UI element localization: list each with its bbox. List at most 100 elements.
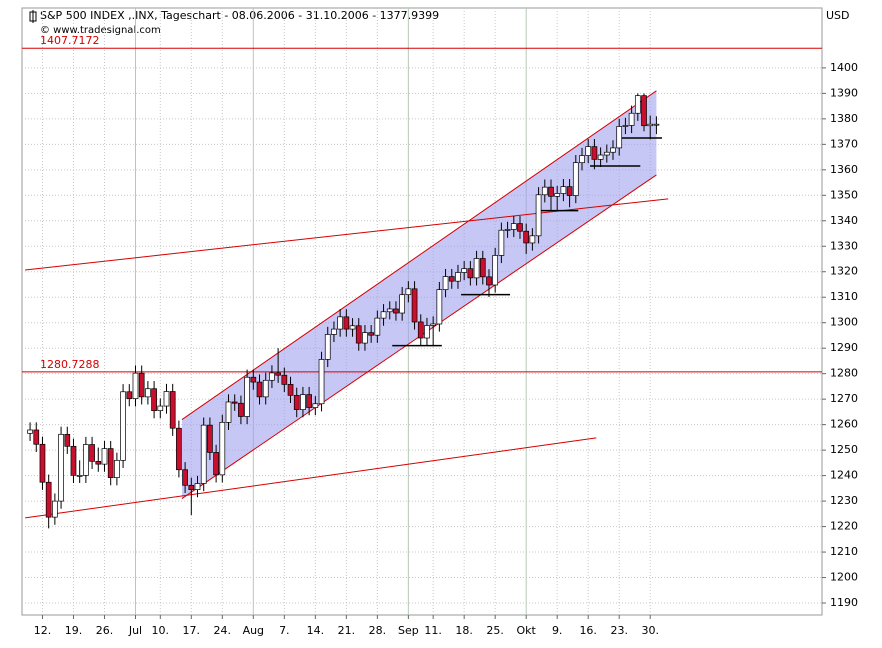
candle-body xyxy=(331,328,337,335)
x-tick-label: 16. xyxy=(579,624,597,637)
x-tick-label: 12. xyxy=(34,624,52,637)
candle-body xyxy=(436,289,443,325)
candle-body xyxy=(213,452,219,476)
candle-body xyxy=(169,391,176,429)
candle-body xyxy=(579,155,585,164)
x-tick-label: 17. xyxy=(183,624,201,637)
candle-body xyxy=(455,272,461,282)
candle-body xyxy=(597,154,604,160)
y-tick-label: 1300 xyxy=(830,316,858,329)
candle-body xyxy=(368,332,374,336)
candle-body xyxy=(411,288,418,323)
level-label: 1407.7172 xyxy=(40,34,100,47)
candle-body xyxy=(287,384,294,396)
candle-body xyxy=(120,391,126,461)
y-tick-label: 1220 xyxy=(830,520,858,533)
candle-body xyxy=(504,229,511,231)
candle-body xyxy=(101,448,108,465)
candle-body xyxy=(39,443,46,483)
y-tick-label: 1240 xyxy=(830,469,858,482)
y-tick-label: 1320 xyxy=(830,265,858,278)
y-tick-label: 1260 xyxy=(830,418,858,431)
candle-body xyxy=(262,379,269,398)
y-tick-label: 1250 xyxy=(830,443,858,456)
candle-body xyxy=(380,311,387,319)
candle-body xyxy=(244,376,250,417)
x-tick-label: 21. xyxy=(338,624,356,637)
candle-body xyxy=(52,500,58,518)
candle-body xyxy=(362,332,368,344)
y-tick-label: 1400 xyxy=(830,61,858,74)
candle-body xyxy=(293,394,300,410)
candle-body xyxy=(281,374,288,385)
x-tick-label: 25. xyxy=(486,624,504,637)
candle-body xyxy=(225,401,232,423)
candle-body xyxy=(610,147,616,153)
candle-body xyxy=(107,448,114,478)
candle-body xyxy=(628,112,635,126)
candle-body xyxy=(176,427,182,471)
candle-body xyxy=(417,321,424,339)
candle-body xyxy=(194,483,201,490)
candle-body xyxy=(126,391,133,400)
x-tick-label: Aug xyxy=(243,624,264,637)
candle-body xyxy=(548,186,554,197)
candle-body xyxy=(89,444,95,462)
y-tick-label: 1210 xyxy=(830,545,858,558)
candle-body xyxy=(566,186,573,196)
candle-body xyxy=(306,394,312,408)
y-tick-label: 1370 xyxy=(830,137,858,150)
y-tick-label: 1290 xyxy=(830,341,858,354)
candle-body xyxy=(591,146,598,160)
candle-body xyxy=(541,186,548,196)
channel-line xyxy=(181,90,657,420)
x-tick-label: 28. xyxy=(369,624,387,637)
candle-body xyxy=(269,372,275,381)
candle-body xyxy=(424,325,430,339)
x-tick-label: Jul xyxy=(128,624,142,637)
x-tick-label: 14. xyxy=(307,624,325,637)
candle-body xyxy=(585,146,592,156)
y-tick-label: 1380 xyxy=(830,112,858,125)
candle-body xyxy=(486,276,492,286)
candle-body xyxy=(653,123,660,126)
x-tick-label: 18. xyxy=(455,624,473,637)
x-tick-label: Okt xyxy=(517,624,537,637)
candle-body xyxy=(188,484,195,490)
candle-body xyxy=(355,325,362,344)
candle-body xyxy=(200,424,207,484)
candle-body xyxy=(64,433,71,447)
candle-body xyxy=(529,235,536,244)
candle-body xyxy=(337,316,343,330)
candle-body xyxy=(554,193,561,197)
chart-title: S&P 500 INDEX ,.INX, Tageschart - 08.06.… xyxy=(40,9,439,22)
candle-body xyxy=(467,268,474,279)
candle-body xyxy=(523,230,530,244)
x-tick-label: 24. xyxy=(214,624,232,637)
candle-body xyxy=(535,194,542,237)
candle-body xyxy=(572,162,579,196)
level-label: 1280.7288 xyxy=(40,358,100,371)
candle-body xyxy=(461,268,468,273)
y-tick-label: 1200 xyxy=(830,571,858,584)
candle-body xyxy=(138,372,145,398)
candle-body xyxy=(399,294,406,314)
candle-body xyxy=(349,325,356,330)
candle-body xyxy=(393,308,399,314)
candle-body xyxy=(238,402,244,417)
y-tick-label: 1310 xyxy=(830,290,858,303)
candle-body xyxy=(27,429,33,434)
candle-body xyxy=(114,459,120,478)
candle-body xyxy=(145,388,151,398)
candle-body xyxy=(616,126,623,149)
candle-body xyxy=(647,123,654,127)
candle-body xyxy=(300,394,306,410)
candle-body xyxy=(622,125,629,127)
candle-body xyxy=(560,186,567,194)
y-tick-label: 1340 xyxy=(830,214,858,227)
candle-body xyxy=(250,376,257,383)
candle-body xyxy=(256,381,263,398)
candle-body xyxy=(76,475,83,477)
